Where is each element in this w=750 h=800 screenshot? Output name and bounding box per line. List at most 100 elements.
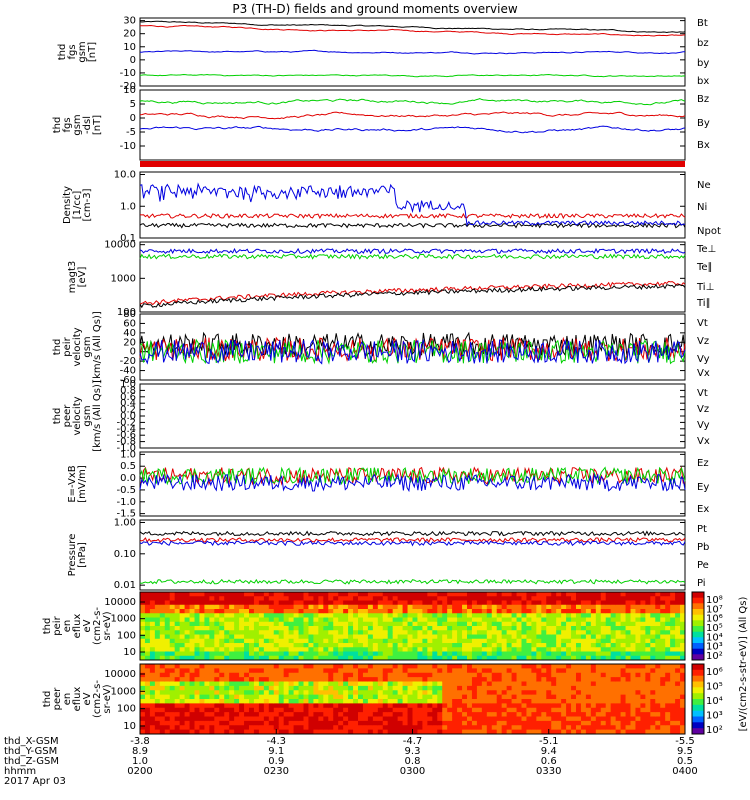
- spectrogram-cell: [680, 703, 686, 709]
- spectrogram-cell: [467, 716, 473, 722]
- spectrogram-cell: [486, 681, 493, 687]
- spectrogram-cell: [244, 655, 250, 661]
- spectrogram-cell: [635, 720, 641, 726]
- spectrogram-cell: [159, 651, 166, 657]
- spectrogram-cell: [397, 677, 404, 683]
- spectrogram-cell: [506, 596, 513, 601]
- spectrogram-cell: [437, 716, 443, 722]
- spectrogram-cell: [362, 647, 369, 652]
- spectrogram-cell: [407, 634, 413, 640]
- ytick-label: 30: [123, 16, 136, 27]
- spectrogram-cell: [189, 638, 195, 644]
- spectrogram-cell: [521, 725, 527, 731]
- spectrogram-cell: [442, 707, 448, 713]
- spectrogram-cell: [407, 643, 413, 648]
- spectrogram-cell: [179, 681, 186, 687]
- spectrogram-cell: [343, 609, 349, 614]
- spectrogram-cell: [348, 668, 354, 674]
- spectrogram-cell: [630, 672, 636, 678]
- spectrogram-cell: [402, 703, 409, 709]
- spectrogram-cell: [650, 630, 656, 635]
- spectrogram-cell: [169, 668, 176, 674]
- spectrogram-cell: [353, 613, 359, 618]
- spectrogram-cell: [239, 707, 245, 713]
- spectrogram-cell: [348, 600, 354, 606]
- spectrogram-cell: [580, 716, 587, 722]
- spectrogram-cell: [303, 613, 309, 618]
- spectrogram-cell: [521, 604, 527, 610]
- spectrogram-cell: [328, 703, 334, 709]
- spectrogram-cell: [566, 626, 572, 631]
- spectrogram-cell: [655, 600, 661, 606]
- spectrogram-cell: [675, 626, 681, 631]
- spectrogram-cell: [140, 729, 146, 735]
- spectrogram-cell: [229, 699, 235, 704]
- spectrogram-cell: [442, 651, 448, 657]
- spectrogram-cell: [382, 613, 389, 618]
- spectrogram-cell: [338, 596, 344, 601]
- spectrogram-cell: [516, 604, 522, 610]
- spectrogram-cell: [298, 592, 304, 597]
- spectrogram-cell: [392, 664, 399, 669]
- spectrogram-cell: [561, 720, 567, 726]
- spectrogram-cell: [209, 604, 215, 610]
- spectrogram-cell: [154, 609, 161, 614]
- spectrogram-cell: [605, 690, 612, 696]
- spectrogram-cell: [353, 725, 359, 731]
- spectrogram-cell: [670, 725, 676, 731]
- spectrogram-cell: [521, 600, 527, 606]
- spectrogram-cell: [204, 592, 210, 597]
- spectrogram-cell: [372, 604, 379, 610]
- spectrogram-cell: [511, 699, 518, 704]
- spectrogram-cell: [407, 651, 413, 657]
- spectrogram-cell: [551, 592, 557, 597]
- spectrogram-cell: [144, 647, 151, 652]
- spectrogram-cell: [244, 685, 250, 691]
- spectrogram-cell: [546, 703, 552, 709]
- spectrogram-cell: [595, 604, 602, 610]
- spectrogram-cell: [506, 638, 513, 644]
- spectrogram-cell: [605, 592, 612, 597]
- spectrogram-cell: [140, 613, 146, 618]
- spectrogram-cell: [417, 703, 423, 709]
- spectrogram-cell: [670, 609, 676, 614]
- spectrogram-cell: [625, 609, 631, 614]
- spectrogram-cell: [447, 668, 453, 674]
- spectrogram-cell: [566, 716, 572, 722]
- spectrogram-cell: [214, 725, 220, 731]
- spectrogram-cell: [377, 725, 384, 731]
- spectrogram-cell: [358, 712, 364, 718]
- spectrogram-cell: [149, 604, 156, 610]
- spectrogram-cell: [144, 672, 151, 678]
- spectrogram-cell: [595, 655, 602, 661]
- spectrogram-cell: [452, 707, 458, 713]
- spectrogram-cell: [452, 703, 458, 709]
- spectrogram-cell: [159, 685, 166, 691]
- spectrogram-cell: [392, 716, 399, 722]
- spectrogram-cell: [665, 592, 671, 597]
- spectrogram-cell: [412, 647, 418, 652]
- spectrogram-cell: [442, 609, 448, 614]
- spectrogram-cell: [486, 707, 493, 713]
- spectrogram-cell: [580, 643, 587, 648]
- spectrogram-cell: [645, 647, 651, 652]
- spectrogram-cell: [427, 664, 433, 669]
- colorbar-swatch: [692, 687, 704, 694]
- spectrogram-cell: [258, 634, 265, 640]
- spectrogram-cell: [486, 592, 493, 597]
- spectrogram-cell: [531, 699, 537, 704]
- spectrogram-cell: [278, 694, 285, 700]
- spectrogram-cell: [496, 626, 503, 631]
- spectrogram-cell: [516, 690, 522, 696]
- spectrogram-cell: [323, 630, 329, 635]
- spectrogram-cell: [511, 681, 518, 687]
- spectrogram-cell: [377, 681, 384, 687]
- legend-peir_velocity-Vz: Vz: [697, 336, 709, 347]
- spectrogram-cell: [600, 699, 607, 704]
- spectrogram-cell: [194, 604, 200, 610]
- spectrogram-cell: [541, 681, 547, 687]
- spectrogram-cell: [660, 621, 666, 627]
- spectrogram-cell: [323, 664, 329, 669]
- spectrogram-cell: [323, 626, 329, 631]
- spectrogram-cell: [566, 690, 572, 696]
